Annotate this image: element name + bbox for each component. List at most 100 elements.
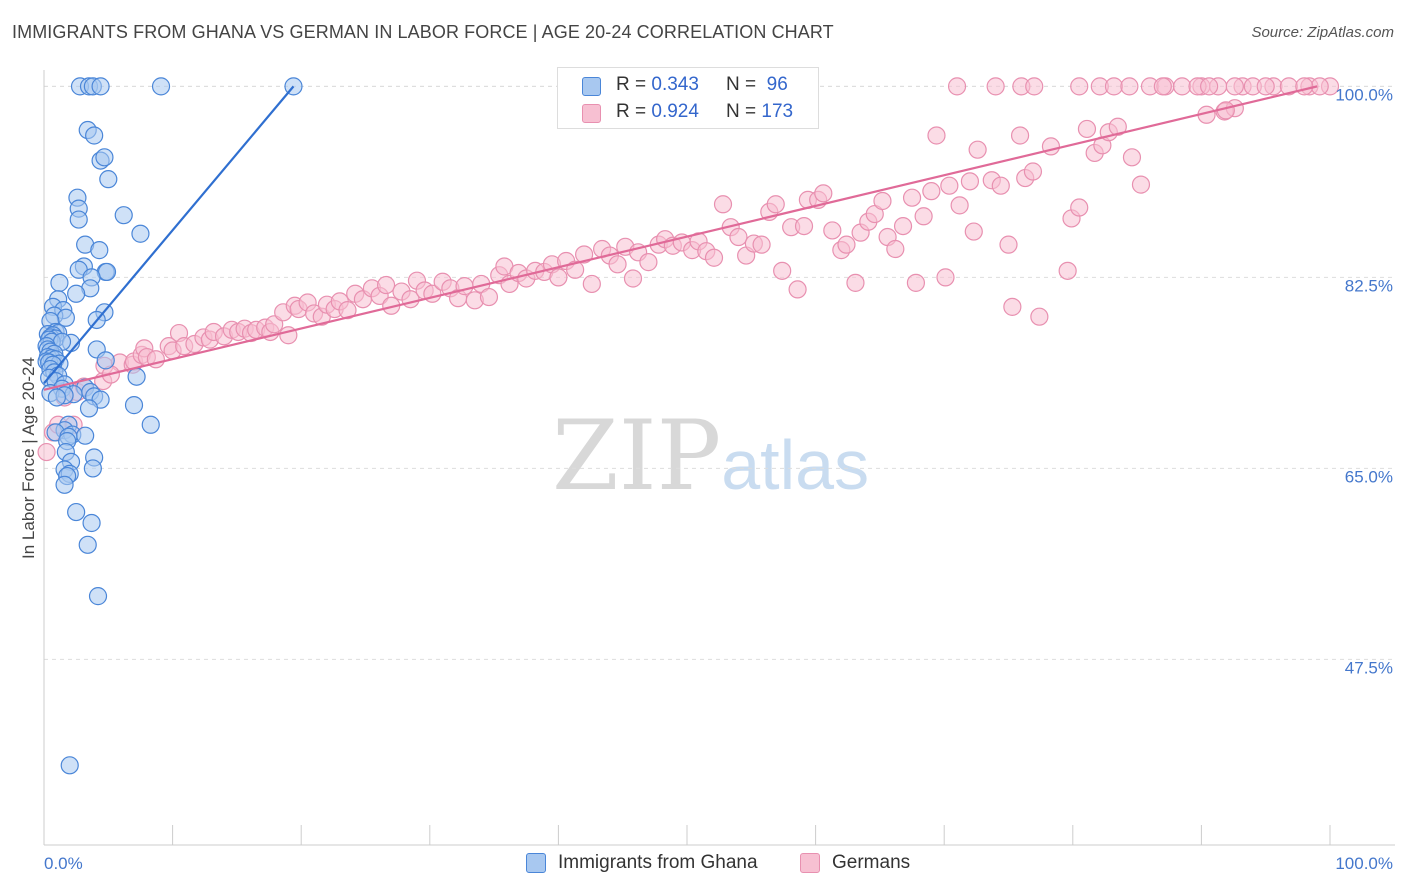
german-point	[906, 273, 926, 292]
german-point	[1120, 77, 1139, 96]
german-point	[376, 275, 396, 295]
grid-layer	[44, 85, 1395, 660]
ghana-point	[76, 426, 95, 445]
ghana-point	[151, 77, 171, 96]
german-point	[566, 260, 585, 279]
watermark: ZIPatlas	[552, 400, 869, 512]
ghana-point	[47, 388, 66, 407]
german-point	[1108, 117, 1127, 136]
watermark-sub: atlas	[721, 426, 870, 504]
german-point	[837, 235, 856, 254]
ghana-point	[91, 77, 110, 96]
german-point	[846, 273, 865, 292]
axis-layer	[43, 70, 1395, 846]
ghana-point	[85, 126, 104, 145]
german-point	[922, 182, 941, 201]
german-point	[964, 222, 983, 241]
ghana-point	[67, 284, 86, 303]
german-point	[1003, 297, 1022, 316]
y-tick-label: 82.5%	[1345, 276, 1393, 295]
german-point	[1200, 77, 1219, 96]
chart-title: IMMIGRANTS FROM GHANA VS GERMAN IN LABOR…	[12, 22, 834, 42]
legend-n-germans: N = 173	[726, 101, 793, 123]
german-point	[950, 196, 969, 215]
german-point	[1070, 198, 1089, 217]
trend-layer	[43, 85, 1318, 391]
german-point	[713, 195, 733, 214]
stats-legend: R = 0.343 N = 96 R = 0.924 N = 173	[557, 67, 819, 129]
legend-r-ghana: R = 0.343	[616, 74, 699, 96]
german-point	[914, 207, 933, 226]
german-point	[968, 140, 987, 159]
bottom-legend-label-germans: Germans	[832, 852, 911, 873]
source-label: Source: ZipAtlas.com	[1251, 24, 1394, 41]
legend-r-label: R =	[616, 74, 647, 95]
german-point	[788, 280, 807, 299]
ghana-point	[83, 459, 102, 478]
ghana-point	[50, 273, 69, 292]
german-point	[986, 77, 1005, 96]
german-point	[893, 216, 913, 236]
german-point	[582, 274, 601, 294]
german-point	[814, 184, 833, 203]
ghana-point	[127, 367, 146, 386]
german-point	[773, 261, 792, 280]
german-point	[940, 176, 959, 195]
ghana-point	[79, 399, 99, 418]
german-point	[623, 269, 643, 288]
legend-r-germans: R = 0.924	[616, 101, 699, 123]
german-point	[37, 442, 56, 462]
german-point	[794, 216, 814, 236]
legend-n-value-germans: 173	[761, 101, 794, 122]
legend-r-value-ghana: 0.343	[651, 74, 699, 95]
german-point	[1023, 162, 1043, 181]
german-point	[1256, 77, 1275, 96]
ghana-point	[67, 502, 86, 522]
german-point	[1225, 77, 1244, 96]
german-point	[873, 191, 892, 211]
ghana-point	[88, 587, 108, 606]
german-point	[947, 77, 967, 96]
bottom-legend-swatch-ghana	[526, 853, 546, 873]
german-point	[936, 268, 955, 287]
german-point	[886, 239, 905, 259]
y-tick-label: 65.0%	[1345, 467, 1393, 486]
ghana-point	[99, 170, 118, 189]
legend-r-value-germans: 0.924	[651, 101, 699, 122]
ghana-point	[60, 756, 79, 775]
y-tick-label: 100.0%	[1335, 85, 1393, 104]
german-point	[823, 221, 842, 240]
german-point	[1058, 261, 1077, 280]
german-point	[999, 235, 1018, 254]
x-tick-label-min: 0.0%	[44, 854, 83, 873]
legend-row-ghana: R = 0.343 N = 96	[558, 74, 818, 100]
ghana-point	[97, 262, 117, 282]
legend-swatch-ghana	[582, 77, 601, 96]
german-point	[338, 301, 357, 320]
german-point	[1131, 175, 1151, 194]
y-tick-label: 47.5%	[1345, 658, 1393, 677]
german-trend-line	[43, 85, 1318, 391]
bottom-legend-label-ghana: Immigrants from Ghana	[558, 852, 758, 873]
german-point	[1030, 307, 1049, 326]
ghana-trend-line	[43, 85, 295, 384]
watermark-main: ZIP	[552, 400, 722, 512]
german-point	[1153, 77, 1172, 96]
german-point	[1104, 77, 1124, 96]
ghana-point	[114, 206, 133, 225]
german-point	[1077, 119, 1097, 139]
y-axis-title: In Labor Force | Age 20-24	[19, 357, 38, 559]
german-point	[1010, 126, 1030, 145]
german-point	[704, 248, 724, 267]
ghana-point	[95, 148, 114, 167]
ghana-point	[90, 241, 109, 260]
german-point	[902, 188, 922, 207]
x-tick-label-max: 100.0%	[1335, 854, 1393, 873]
german-point	[729, 227, 748, 247]
ghana-point	[55, 475, 74, 494]
german-point	[1122, 148, 1142, 167]
german-point	[479, 287, 499, 307]
german-point	[752, 235, 771, 254]
ghana-point	[69, 210, 88, 229]
